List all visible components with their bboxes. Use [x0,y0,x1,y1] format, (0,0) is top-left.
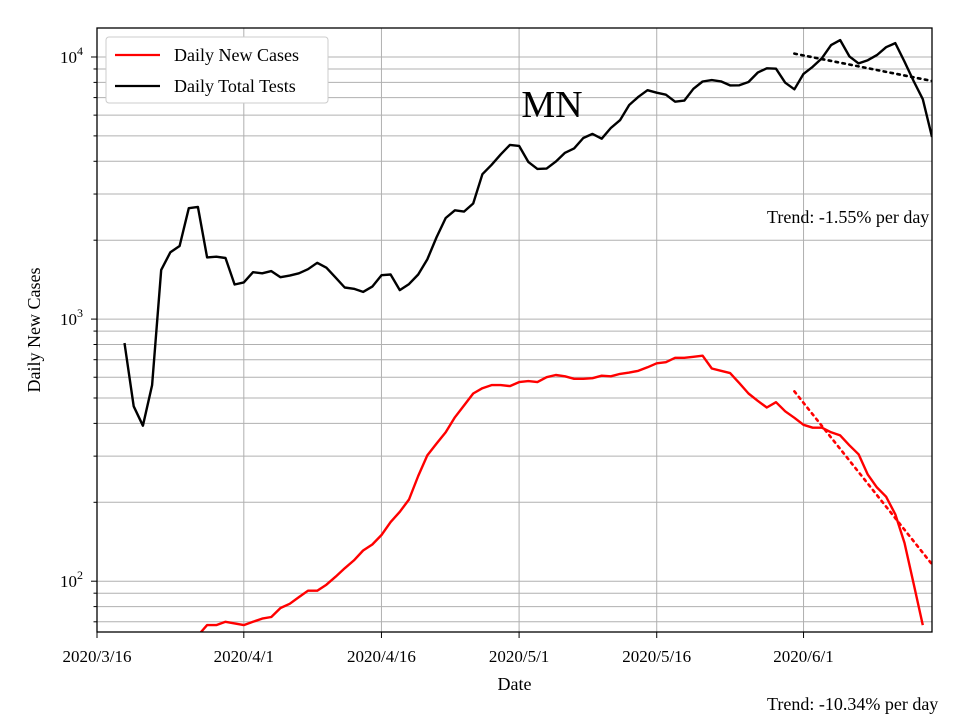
state-annotation: MN [521,84,582,126]
y-tick-label: 104 [60,44,83,67]
x-tick-label: 2020/4/16 [347,647,416,666]
trend-label-cases: Trend: -10.34% per day [767,694,938,714]
legend-label-cases: Daily New Cases [174,45,299,65]
trend-line-tests [793,52,932,83]
trend-lines [793,52,932,566]
x-tick-label: 2020/4/1 [214,647,274,666]
legend: Daily New Cases Daily Total Tests [105,36,329,104]
x-tick-label: 2020/3/16 [63,647,132,666]
y-tick-label: 102 [60,568,83,591]
trend-line-cases [793,390,932,566]
series-line-daily-total-tests [123,38,932,427]
axis-ticks: 2020/3/16 2020/4/1 2020/4/16 2020/5/1 2020/5… [60,44,834,666]
x-tick-label: 2020/6/1 [773,647,833,666]
x-axis-label: Date [498,674,532,694]
series-lines [123,38,932,632]
grid [96,28,932,632]
plot-frame [96,27,933,633]
y-axis-label: Daily New Cases [24,268,44,393]
x-tick-label: 2020/5/16 [622,647,691,666]
x-tick-label: 2020/5/1 [489,647,549,666]
legend-label-tests: Daily Total Tests [174,76,296,96]
series-line-daily-new-cases [199,354,924,632]
trend-label-tests: Trend: -1.55% per day [767,207,929,227]
legend-box [105,36,329,104]
y-tick-label: 103 [60,306,83,329]
